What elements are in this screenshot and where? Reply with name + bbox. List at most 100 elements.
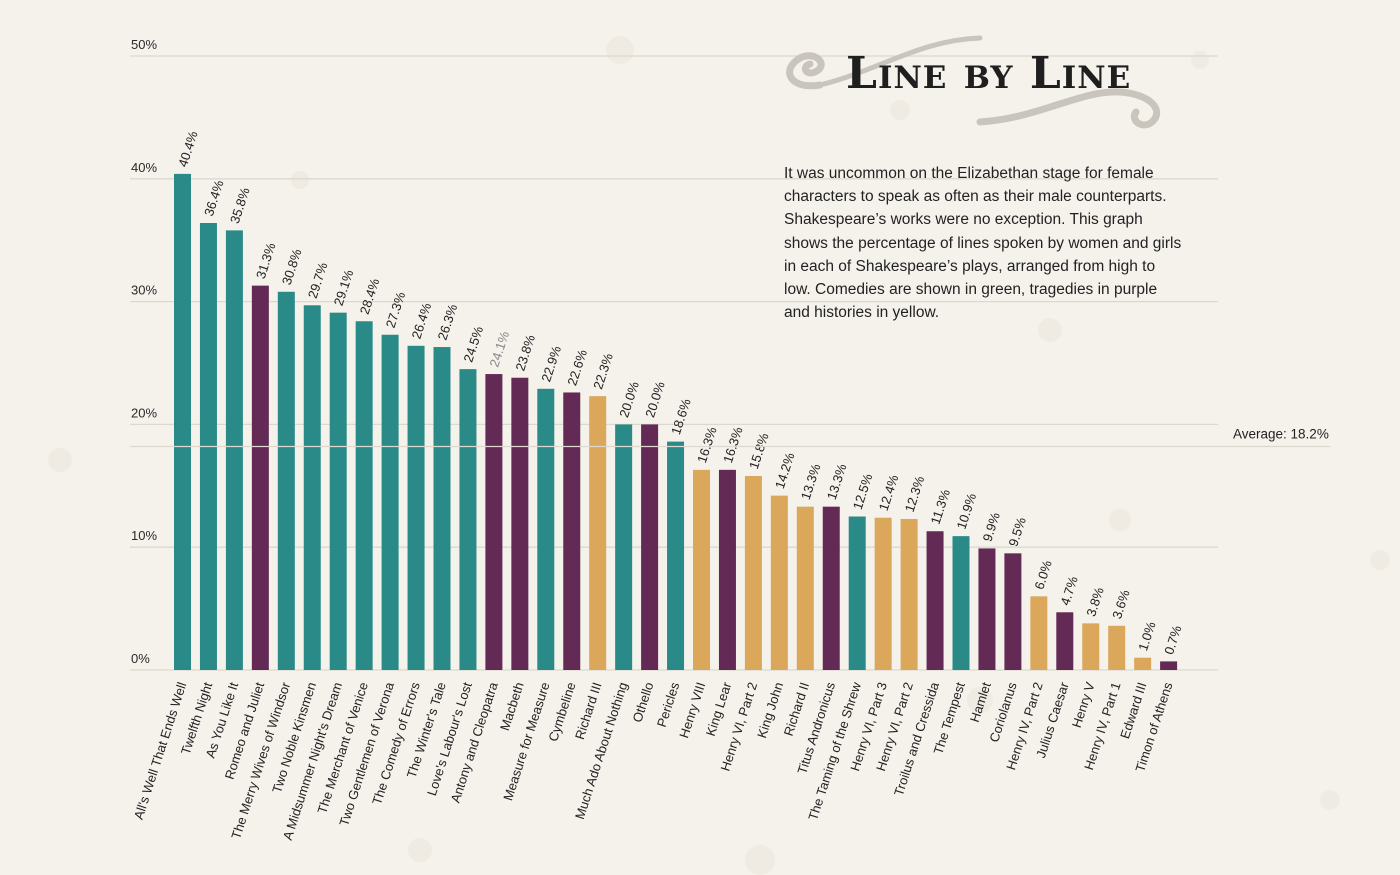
bar xyxy=(900,518,918,670)
background-splat xyxy=(606,36,634,64)
value-label: 36.4% xyxy=(201,178,227,218)
y-tick-label: 30% xyxy=(131,283,157,298)
chart-description: It was uncommon on the Elizabethan stage… xyxy=(784,165,1182,322)
value-label: 12.4% xyxy=(876,473,902,513)
bar xyxy=(563,392,581,670)
bar xyxy=(251,285,269,670)
value-label: 26.3% xyxy=(435,302,461,342)
y-tick-label: 10% xyxy=(131,528,157,543)
bar xyxy=(874,517,892,670)
bar xyxy=(1082,623,1100,670)
y-axis-ticks: 0% 10% 20% 30% 40% 50% xyxy=(131,37,157,666)
bar xyxy=(641,424,659,670)
bar xyxy=(978,548,996,670)
value-label: 27.3% xyxy=(383,290,409,330)
bar xyxy=(381,334,399,670)
average-label: Average: 18.2% xyxy=(1233,427,1329,442)
bar xyxy=(1108,625,1126,670)
value-label: 11.3% xyxy=(928,487,953,526)
background-splat xyxy=(1191,51,1209,69)
value-label: 18.6% xyxy=(668,396,694,436)
value-label: 24.1% xyxy=(486,329,512,369)
bar xyxy=(667,441,685,670)
bar xyxy=(433,347,451,670)
value-label: 22.6% xyxy=(564,347,590,387)
value-label: 24.5% xyxy=(461,324,487,364)
background-splat xyxy=(1109,509,1131,531)
bar xyxy=(1030,596,1048,670)
bar xyxy=(537,388,555,670)
bar xyxy=(1004,553,1022,670)
bars xyxy=(174,173,1178,670)
y-tick-label: 40% xyxy=(131,160,157,175)
bar xyxy=(770,495,788,670)
value-label: 26.4% xyxy=(409,301,435,341)
x-tick-label: Henry V xyxy=(1069,680,1098,730)
background-splat xyxy=(408,838,432,862)
value-label: 16.3% xyxy=(694,425,720,465)
value-label: 13.3% xyxy=(824,461,850,501)
value-label: 35.8% xyxy=(227,185,253,225)
bar xyxy=(1056,612,1074,670)
average-marker: Average: 18.2% xyxy=(130,427,1330,448)
background-splat xyxy=(48,448,72,472)
bar xyxy=(796,506,814,670)
x-tick-label: Macbeth xyxy=(497,680,527,732)
value-label: 20.0% xyxy=(616,379,642,419)
value-label: 29.7% xyxy=(305,260,331,300)
value-label: 12.3% xyxy=(902,474,928,514)
y-tick-label: 0% xyxy=(131,651,150,666)
bar xyxy=(1160,661,1178,670)
y-tick-label: 50% xyxy=(131,37,157,52)
bar xyxy=(511,377,529,670)
value-label: 30.8% xyxy=(279,247,305,287)
bar xyxy=(485,374,503,670)
value-label: 1.0% xyxy=(1135,619,1159,652)
value-label: 9.9% xyxy=(980,510,1004,543)
bar xyxy=(174,173,191,670)
bar xyxy=(718,469,736,670)
value-label: 31.3% xyxy=(253,240,279,280)
value-label: 20.0% xyxy=(642,379,668,419)
background-splat xyxy=(890,100,910,120)
bar xyxy=(329,312,347,670)
value-label: 16.3% xyxy=(720,425,746,465)
bar xyxy=(926,531,944,670)
value-label: 6.0% xyxy=(1031,558,1055,591)
x-tick-label: Pericles xyxy=(654,680,683,729)
bar xyxy=(952,536,970,670)
value-label: 13.3% xyxy=(798,461,824,501)
x-tick-label: Much Ado About Nothing xyxy=(572,680,630,821)
bar xyxy=(407,345,425,670)
value-label: 22.9% xyxy=(538,344,564,384)
y-tick-label: 20% xyxy=(131,405,157,420)
chart-title: Line by Line xyxy=(846,48,1132,99)
background-splat xyxy=(291,171,309,189)
value-label: 23.8% xyxy=(512,333,538,373)
value-label: 15.8% xyxy=(746,431,772,471)
bar xyxy=(744,475,762,670)
bar xyxy=(693,469,710,670)
value-label: 9.5% xyxy=(1005,515,1029,548)
background-splat xyxy=(1370,550,1390,570)
bar xyxy=(848,516,866,670)
value-label: 12.5% xyxy=(850,471,876,511)
bar xyxy=(277,291,295,670)
value-label: 0.7% xyxy=(1161,623,1185,656)
bar xyxy=(1134,657,1152,670)
bar xyxy=(355,321,373,670)
value-label: 40.4% xyxy=(175,129,201,169)
value-label: 22.3% xyxy=(590,351,616,391)
bar xyxy=(459,369,477,670)
value-label: 4.7% xyxy=(1057,574,1081,607)
value-label: 14.2% xyxy=(772,450,798,490)
bar xyxy=(589,396,607,670)
background-splat xyxy=(967,687,993,713)
value-label: 10.9% xyxy=(954,491,980,531)
value-label: 3.6% xyxy=(1109,587,1133,620)
bar xyxy=(303,305,321,670)
value-label: 3.8% xyxy=(1083,585,1107,618)
background-texture xyxy=(48,36,1390,875)
